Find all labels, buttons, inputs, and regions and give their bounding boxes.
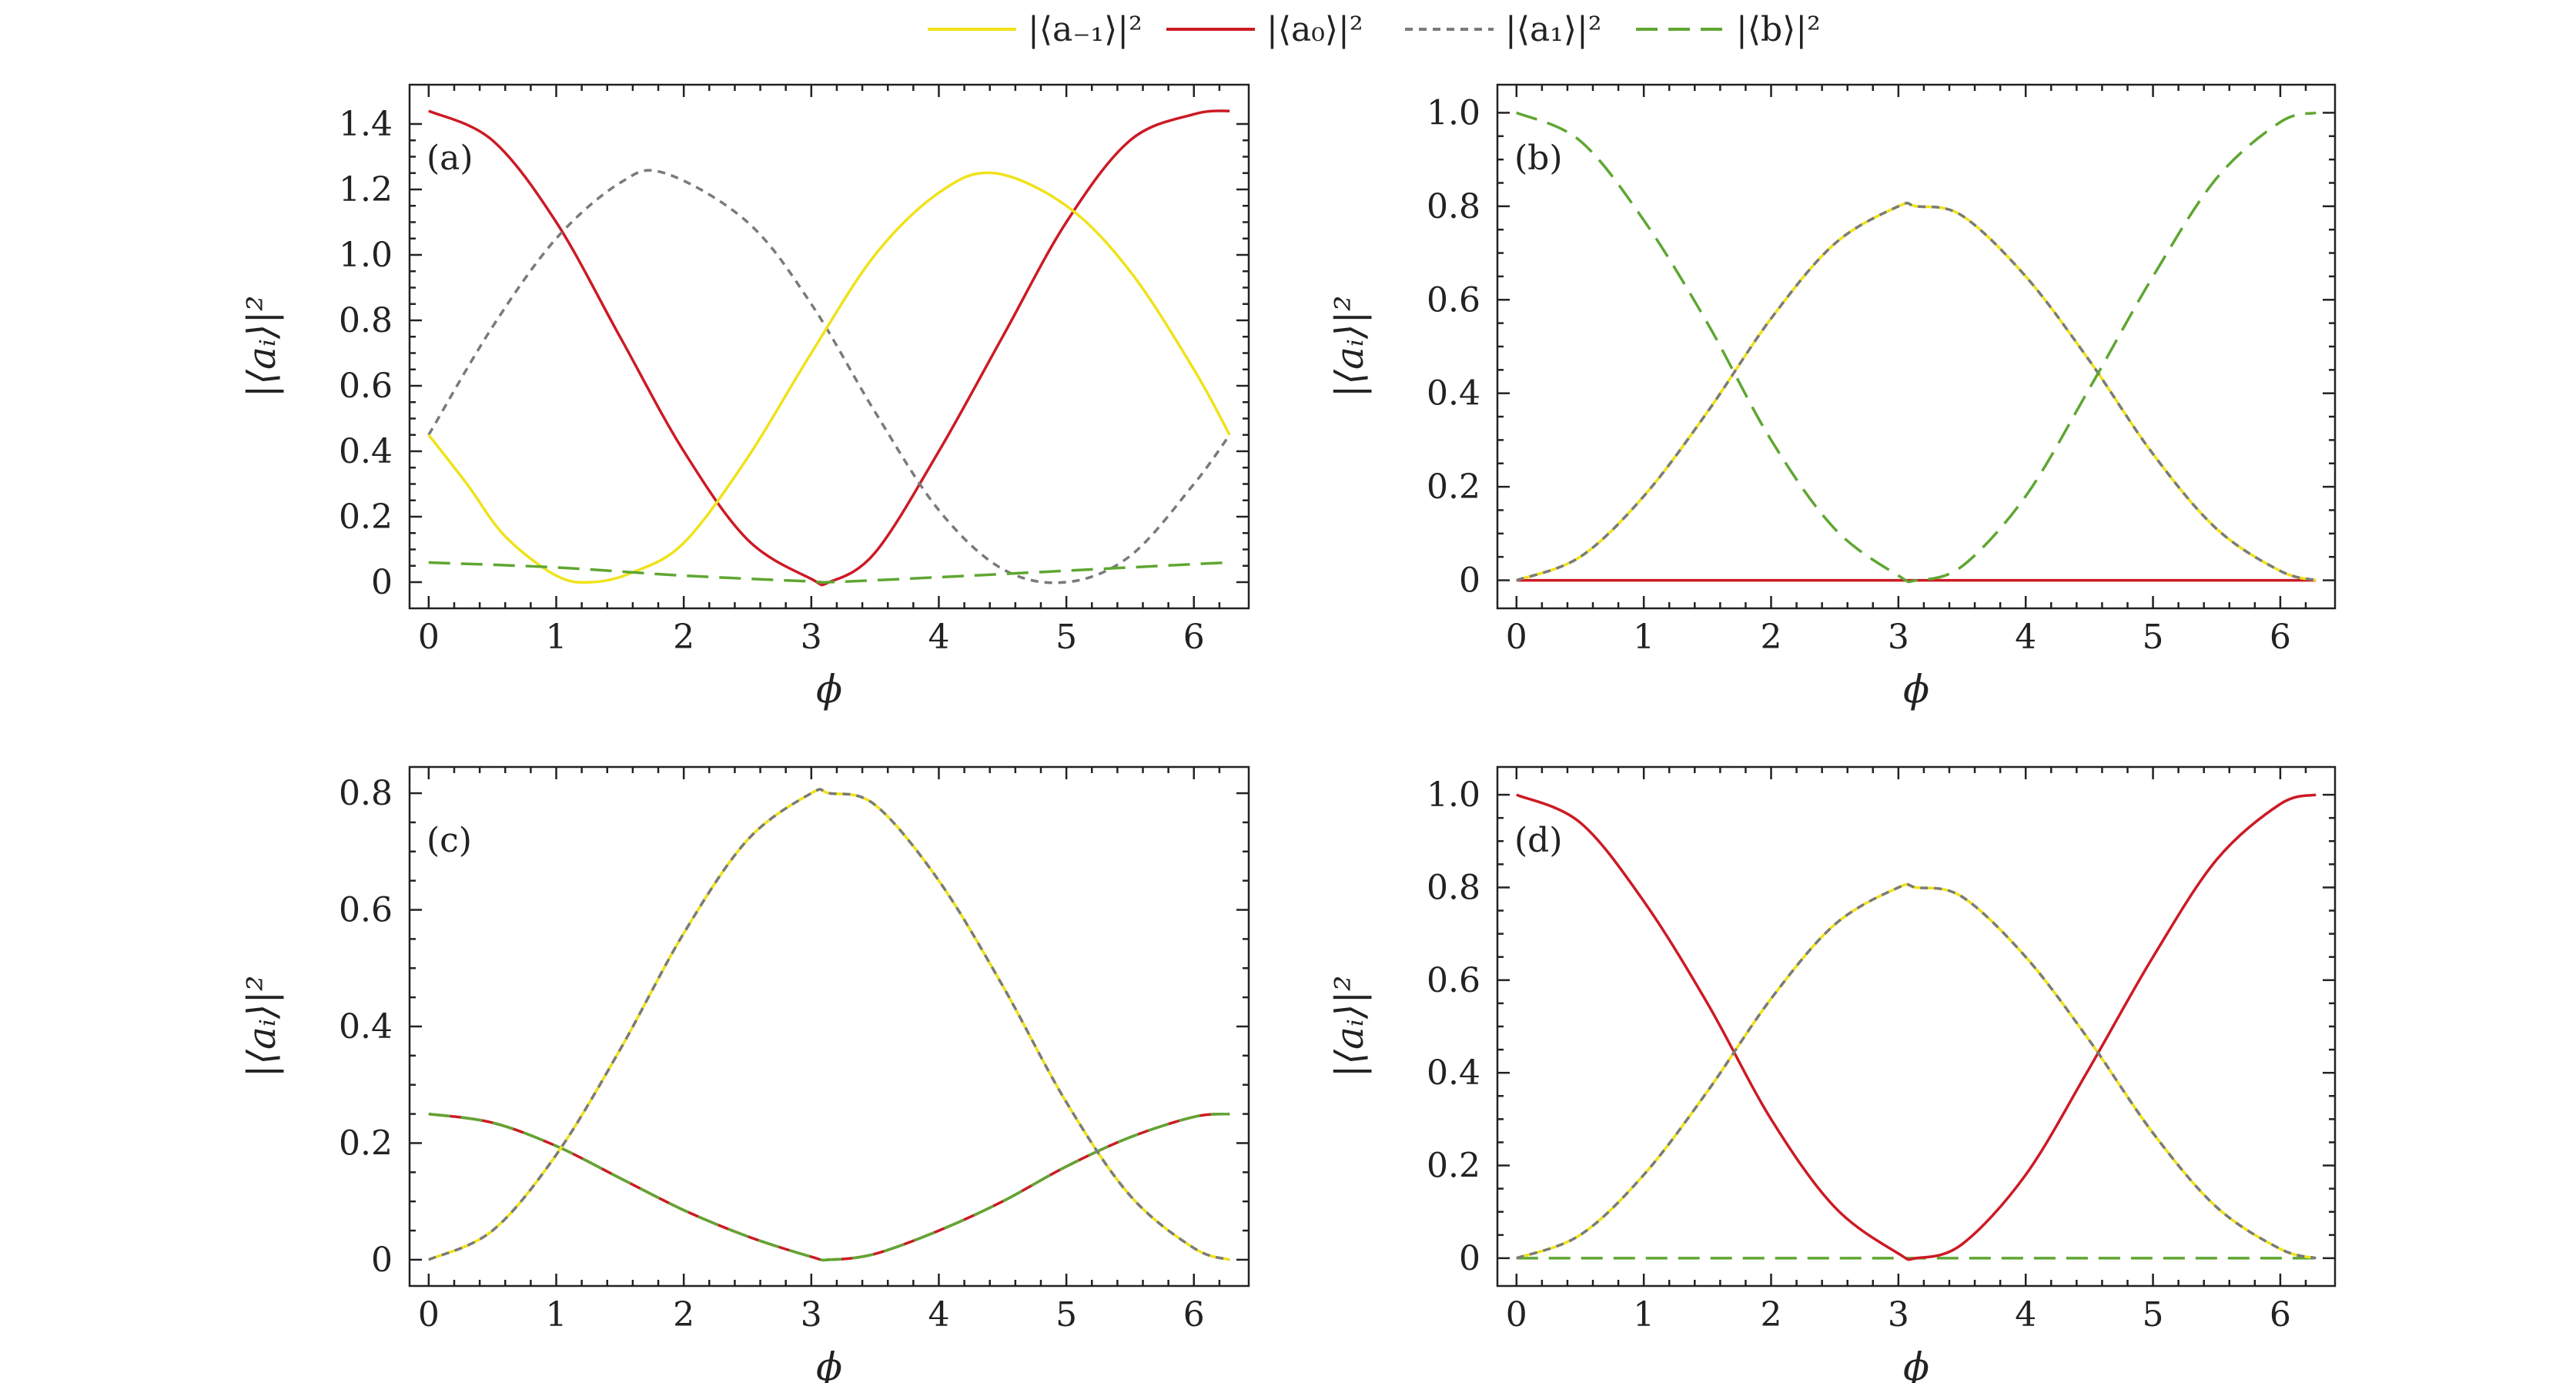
x-tick-label: 2	[673, 1295, 694, 1334]
x-tick-label: 0	[1506, 618, 1527, 657]
plot-frame	[408, 83, 1250, 610]
x-tick-label: 4	[928, 1295, 949, 1334]
series-line-a0	[428, 1112, 1230, 1262]
x-tick-label: 3	[1888, 618, 1909, 657]
x-axis-label: ϕ	[816, 1344, 842, 1383]
y-tick-label: 0.6	[1427, 280, 1480, 320]
panel-d: 0 1 2 3 4 5 6 0 0.2 0.4 0.6 0.8 1.0 ϕ |⟨aᵢ⟩|² (d)	[1327, 765, 2337, 1383]
x-tick-label: 0	[418, 1295, 440, 1334]
y-tick-label: 0	[1459, 1239, 1480, 1278]
x-tick-label: 6	[1183, 618, 1205, 657]
x-tick-label: 6	[2270, 1295, 2291, 1334]
x-tick-label: 4	[2015, 618, 2036, 657]
legend: |⟨a₋₁⟩|² |⟨a₀⟩|² |⟨a₁⟩|² |⟨b⟩|²	[928, 10, 1821, 49]
y-tick-label: 0.6	[339, 367, 393, 406]
x-axis-label: ϕ	[1903, 667, 1929, 712]
panel-label: (c)	[427, 821, 472, 860]
panel-c: 0 1 2 3 4 5 6 0 0.2 0.4 0.6 0.8 ϕ |⟨aᵢ⟩|² (c)	[239, 765, 1250, 1383]
legend-label-a1: |⟨a₁⟩|²	[1505, 10, 1602, 49]
y-tick-label: 0	[371, 563, 393, 602]
y-tick-label: 0.2	[1427, 467, 1480, 507]
x-tick-label: 3	[801, 1295, 822, 1334]
panel-b: 0 1 2 3 4 5 6 0 0.2 0.4 0.6 0.8 1.0 ϕ |⟨aᵢ⟩|² (b)	[1327, 83, 2337, 712]
y-tick-label: 0.6	[1427, 961, 1480, 1000]
x-tick-label: 1	[1633, 1295, 1654, 1334]
series-line-a0	[428, 109, 1230, 587]
y-tick-label: 0.4	[339, 1007, 393, 1046]
x-tick-label: 3	[1888, 1295, 1909, 1334]
x-tick-label: 5	[1055, 1295, 1077, 1334]
y-tick-label: 0	[1459, 561, 1480, 601]
y-tick-label: 0.4	[1427, 374, 1480, 414]
y-tick-label: 0.4	[1427, 1053, 1480, 1093]
y-tick-label: 1.0	[1427, 775, 1480, 815]
x-tick-label: 6	[1183, 1295, 1205, 1334]
series-group	[1516, 111, 2317, 584]
series-group	[428, 788, 1230, 1262]
panel-label: (b)	[1514, 139, 1563, 178]
plot-frame	[1496, 83, 2337, 610]
x-tick-label: 5	[2143, 1295, 2164, 1334]
y-axis-label: |⟨aᵢ⟩|²	[1327, 976, 1372, 1078]
y-tick-label: 0.8	[1427, 868, 1480, 907]
x-tick-label: 2	[1761, 1295, 1782, 1334]
series-line-a1	[427, 169, 1231, 584]
x-tick-label: 1	[1633, 618, 1654, 657]
legend-label-am1: |⟨a₋₁⟩|²	[1028, 10, 1142, 49]
series-line-a1	[1516, 882, 2317, 1260]
series-line-b	[428, 1112, 1230, 1262]
y-axis-label: |⟨aᵢ⟩|²	[1327, 296, 1372, 398]
y-axis-label: |⟨aᵢ⟩|²	[239, 976, 284, 1078]
y-tick-label: 0.6	[339, 891, 393, 930]
panel-label: (d)	[1514, 821, 1563, 860]
y-tick-label: 0	[371, 1241, 393, 1280]
panels: 0 1 2 3 4 5 6 0 0.2 0.4 0.6 0.8 1.0 1.2 1.4 ϕ |⟨aᵢ⟩|² (a)…	[239, 83, 2337, 1383]
y-tick-label: 0.8	[339, 774, 393, 813]
x-tick-label: 2	[1761, 618, 1782, 657]
series-group	[1516, 793, 2317, 1261]
panel-label: (a)	[427, 139, 473, 178]
plot-frame	[1496, 765, 2337, 1288]
x-tick-label: 1	[546, 618, 567, 657]
x-tick-label: 5	[2143, 618, 2164, 657]
y-tick-label: 0.2	[1427, 1147, 1480, 1186]
series-line-b	[1516, 111, 2317, 584]
y-tick-label: 1.2	[339, 170, 393, 209]
series-line-a0	[1516, 793, 2317, 1261]
series-line-am1	[1516, 202, 2317, 582]
y-axis-label: |⟨aᵢ⟩|²	[239, 296, 284, 398]
x-tick-label: 0	[1506, 1295, 1527, 1334]
x-tick-label: 4	[928, 618, 949, 657]
x-tick-label: 1	[546, 1295, 567, 1334]
y-tick-label: 1.4	[339, 105, 393, 144]
x-tick-label: 3	[801, 618, 822, 657]
series-line-a1	[1516, 202, 2317, 582]
y-tick-label: 0.8	[339, 301, 393, 340]
y-tick-label: 0.4	[339, 432, 393, 471]
x-tick-label: 4	[2015, 1295, 2036, 1334]
legend-label-b: |⟨b⟩|²	[1736, 10, 1821, 49]
y-tick-label: 0.8	[1427, 187, 1480, 226]
panel-a: 0 1 2 3 4 5 6 0 0.2 0.4 0.6 0.8 1.0 1.2 1.4 ϕ |⟨aᵢ⟩|² (a)	[239, 83, 1250, 712]
series-line-a1	[428, 788, 1230, 1261]
series-line-b	[428, 561, 1230, 584]
x-axis-label: ϕ	[816, 667, 842, 712]
plot-frame	[408, 765, 1250, 1288]
x-tick-label: 6	[2270, 618, 2291, 657]
series-line-am1	[427, 171, 1231, 584]
x-tick-label: 2	[673, 618, 694, 657]
series-line-am1	[1516, 882, 2317, 1260]
x-tick-label: 0	[418, 618, 440, 657]
y-tick-label: 0.2	[339, 497, 393, 537]
y-tick-label: 1.0	[339, 236, 393, 275]
y-tick-label: 1.0	[1427, 93, 1480, 132]
series-line-am1	[428, 788, 1230, 1261]
y-tick-label: 0.2	[339, 1123, 393, 1163]
legend-label-a0: |⟨a₀⟩|²	[1266, 10, 1363, 49]
series-group	[427, 109, 1231, 587]
x-axis-label: ϕ	[1903, 1344, 1929, 1383]
x-tick-label: 5	[1055, 618, 1077, 657]
